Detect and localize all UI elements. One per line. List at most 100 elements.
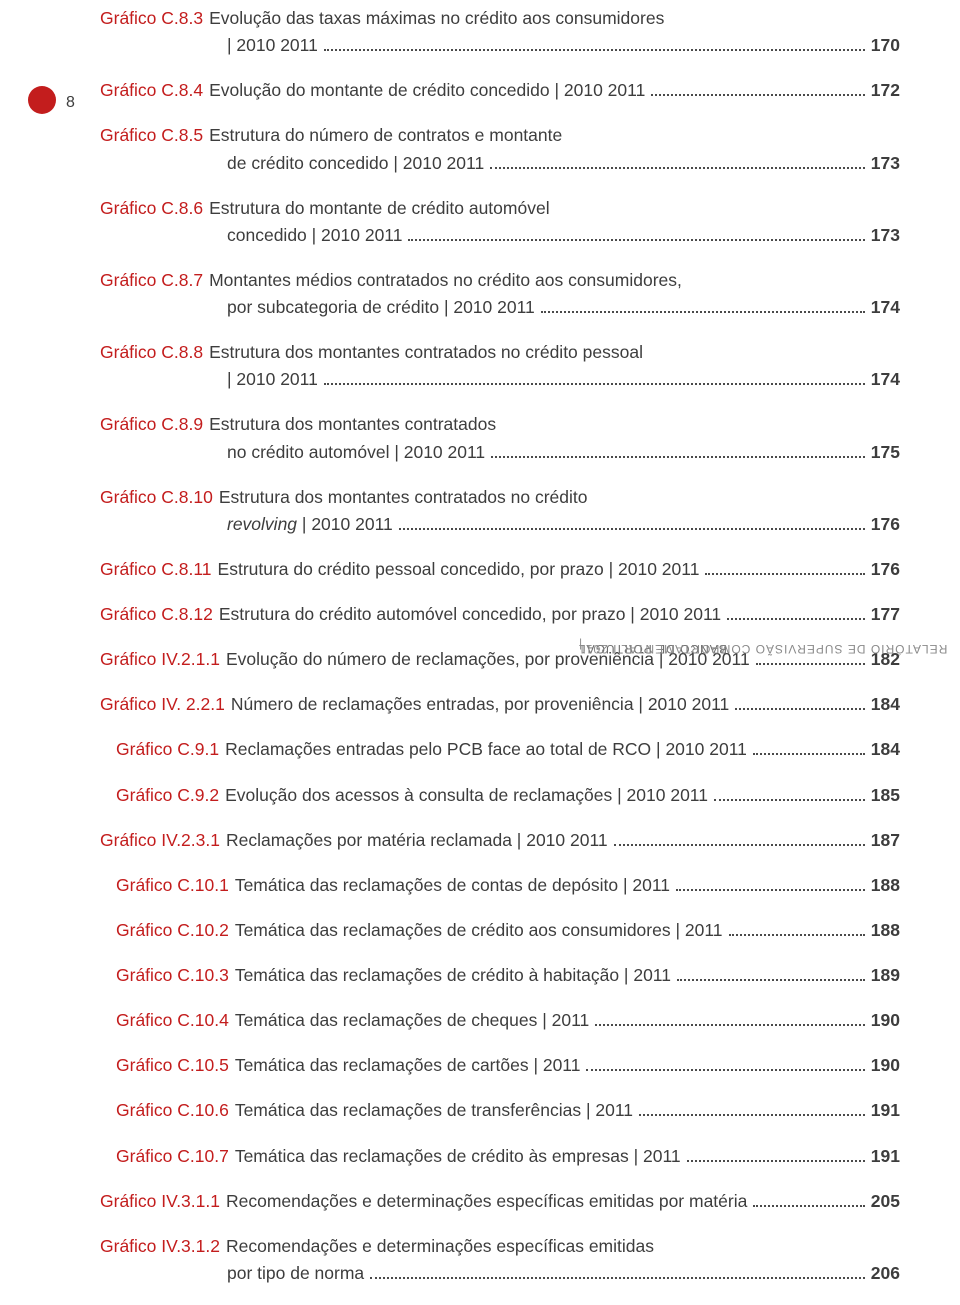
leader-dots — [490, 167, 865, 169]
toc-tail: 189 — [671, 962, 900, 989]
toc-label: Gráfico IV. 2.2.1 — [100, 694, 225, 714]
toc-row: Gráfico IV.3.1.1Recomendações e determin… — [100, 1188, 900, 1215]
toc-page: 173 — [871, 150, 900, 177]
toc-lead: Gráfico IV.2.3.1Reclamações por matéria … — [100, 827, 608, 854]
toc-lead: Gráfico C.8.5Estrutura do número de cont… — [100, 122, 562, 149]
toc-title: Estrutura dos montantes contratados — [209, 414, 496, 434]
toc-row-line1: Gráfico IV.3.1.2 Recomendações e determin… — [100, 1233, 900, 1260]
toc-page: 173 — [871, 222, 900, 249]
toc-page: 184 — [871, 736, 900, 763]
toc-title: Temática das reclamações de crédito à ha… — [235, 965, 671, 985]
toc-row-line1: Gráfico C.8.7 Montantes médios contratado… — [100, 267, 900, 294]
leader-dots — [705, 573, 864, 575]
toc-title: Evolução dos acessos à consulta de recla… — [225, 785, 708, 805]
toc-lead: Gráfico C.10.1Temática das reclamações d… — [116, 872, 670, 899]
toc-lead: Gráfico C.8.9Estrutura dos montantes con… — [100, 411, 496, 438]
toc-label: Gráfico C.10.5 — [116, 1055, 229, 1075]
toc-label: Gráfico C.10.1 — [116, 875, 229, 895]
sidebar-vertical-text: BANCO DE PORTUGAL | RELATÓRIO DE SUPERVI… — [34, 120, 52, 660]
toc-entry: Gráfico C.8.5Estrutura do número de cont… — [100, 122, 900, 176]
toc-row-line2: de crédito concedido | 2010 2011173 — [100, 150, 900, 177]
toc-entry: Gráfico C.8.9Estrutura dos montantes con… — [100, 411, 900, 465]
toc-label: Gráfico C.8.10 — [100, 487, 213, 507]
toc-title: Estrutura do número de contratos e monta… — [209, 125, 562, 145]
toc-title: Montantes médios contratados no crédito … — [209, 270, 682, 290]
toc-row: Gráfico C.10.2Temática das reclamações d… — [116, 917, 900, 944]
toc-title-continuation: | 2010 2011 — [227, 366, 318, 393]
sidebar-part2: RELATÓRIO DE SUPERVISÃO COMPORTAMENTAL I… — [578, 642, 947, 656]
leader-dots — [735, 708, 865, 710]
toc-row: Gráfico IV.2.3.1Reclamações por matéria … — [100, 827, 900, 854]
toc-tail: 205 — [747, 1188, 900, 1215]
toc-entry: Gráfico C.10.4 Temática das reclamações d… — [100, 1007, 900, 1034]
leader-dots — [676, 889, 865, 891]
toc-title: Recomendações e determinações específica… — [226, 1191, 747, 1211]
toc-entry: Gráfico C.8.11Estrutura do crédito pesso… — [100, 556, 900, 583]
toc-label: Gráfico C.9.2 — [116, 785, 219, 805]
leader-dots — [714, 799, 865, 801]
leader-dots — [756, 663, 865, 665]
toc-title: Estrutura dos montantes contratados no c… — [219, 487, 588, 507]
toc-row-line2: no crédito automóvel | 2010 2011175 — [100, 439, 900, 466]
leader-dots — [491, 456, 865, 458]
toc-lead: Gráfico C.8.3Evolução das taxas máximas … — [100, 5, 664, 32]
toc-row-line2: revolving | 2010 2011176 — [100, 511, 900, 538]
toc-entry: Gráfico IV. 2.2.1Número de reclamações e… — [100, 691, 900, 718]
toc-page: 185 — [871, 782, 900, 809]
toc-entry: Gráfico C.10.5 Temática das reclamações d… — [100, 1052, 900, 1079]
toc-label: Gráfico C.8.7 — [100, 270, 203, 290]
toc-label: Gráfico C.10.7 — [116, 1146, 229, 1166]
toc-page: 205 — [871, 1188, 900, 1215]
toc-title: Temática das reclamações de crédito às e… — [235, 1146, 681, 1166]
toc-title: Reclamações por matéria reclamada | 2010… — [226, 830, 608, 850]
toc-row: Gráfico C.10.7 Temática das reclamações d… — [116, 1143, 900, 1170]
toc-page: 188 — [871, 872, 900, 899]
toc-row-line1: Gráfico C.8.8Estrutura dos montantes con… — [100, 339, 900, 366]
toc-page: 188 — [871, 917, 900, 944]
toc-tail: 176 — [699, 556, 900, 583]
toc-label: Gráfico C.10.6 — [116, 1100, 229, 1120]
leader-dots — [677, 979, 865, 981]
toc-tail: 191 — [633, 1097, 900, 1124]
toc-lead: Gráfico C.10.5 Temática das reclamações d… — [116, 1052, 580, 1079]
toc-tail: 175 — [485, 439, 900, 466]
toc-page: 189 — [871, 962, 900, 989]
toc-label: Gráfico C.8.6 — [100, 198, 203, 218]
toc-page: 174 — [871, 366, 900, 393]
toc-title-continuation: concedido | 2010 2011 — [227, 222, 402, 249]
toc-title: Estrutura do crédito pessoal concedido, … — [218, 559, 700, 579]
toc-page: 191 — [871, 1097, 900, 1124]
leader-dots — [408, 239, 864, 241]
toc-label: Gráfico IV.3.1.2 — [100, 1236, 220, 1256]
toc-row-line2: | 2010 2011 174 — [100, 366, 900, 393]
toc-tail: 185 — [708, 782, 900, 809]
toc-title: Temática das reclamações de cheques | 20… — [235, 1010, 589, 1030]
toc-page: 206 — [871, 1260, 900, 1287]
toc-label: Gráfico C.10.4 — [116, 1010, 229, 1030]
toc-page: 190 — [871, 1052, 900, 1079]
toc-tail: 206 — [364, 1260, 900, 1287]
toc-row-line1: Gráfico C.8.3Evolução das taxas máximas … — [100, 5, 900, 32]
leader-dots — [753, 753, 865, 755]
toc-page: 176 — [871, 556, 900, 583]
toc-row: Gráfico C.10.3Temática das reclamações d… — [116, 962, 900, 989]
page-marker-dot — [28, 86, 56, 114]
toc-label: Gráfico C.8.3 — [100, 8, 203, 28]
leader-dots — [324, 383, 865, 385]
toc-title: Evolução do montante de crédito concedid… — [209, 80, 645, 100]
toc-entry: Gráfico C.8.7 Montantes médios contratado… — [100, 267, 900, 321]
toc-lead: Gráfico IV.3.1.1Recomendações e determin… — [100, 1188, 747, 1215]
toc-entry: Gráfico IV.3.1.2 Recomendações e determin… — [100, 1233, 900, 1287]
leader-dots — [753, 1205, 864, 1207]
toc-page: 174 — [871, 294, 900, 321]
toc-italic-term: revolving — [227, 514, 297, 534]
leader-dots — [639, 1114, 865, 1116]
toc-row-line1: Gráfico C.8.6Estrutura do montante de cr… — [100, 195, 900, 222]
toc-page: 191 — [871, 1143, 900, 1170]
toc-lead: Gráfico IV.3.1.2 Recomendações e determin… — [100, 1233, 654, 1260]
toc-row: Gráfico IV. 2.2.1Número de reclamações e… — [100, 691, 900, 718]
toc-tail: 173 — [402, 222, 900, 249]
toc-lead: Gráfico C.9.2 Evolução dos acessos à cons… — [116, 782, 708, 809]
toc-title: Recomendações e determinações específica… — [226, 1236, 654, 1256]
toc-title: Temática das reclamações de cartões | 20… — [235, 1055, 581, 1075]
